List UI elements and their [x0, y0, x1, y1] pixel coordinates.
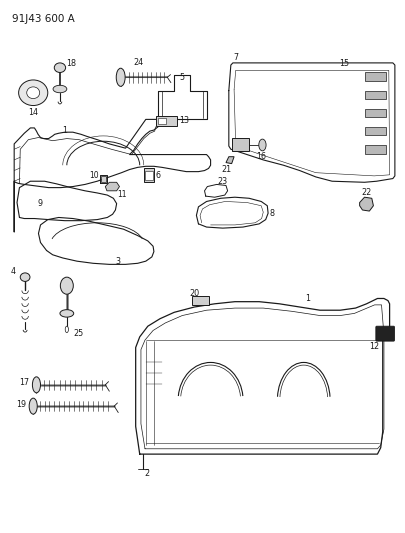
Text: 24: 24 — [134, 58, 144, 67]
Bar — [364, 91, 386, 99]
Text: 14: 14 — [28, 109, 38, 117]
Text: 4: 4 — [11, 268, 15, 276]
Bar — [364, 127, 386, 135]
Text: 12: 12 — [369, 342, 379, 351]
Text: 21: 21 — [221, 165, 231, 174]
Polygon shape — [360, 197, 373, 211]
Text: 2: 2 — [144, 469, 149, 478]
Text: 9: 9 — [38, 199, 43, 208]
Ellipse shape — [54, 63, 66, 72]
Text: 22: 22 — [361, 189, 371, 197]
Text: 23: 23 — [217, 177, 227, 185]
Text: 7: 7 — [233, 53, 238, 61]
Ellipse shape — [60, 310, 74, 317]
Ellipse shape — [32, 377, 40, 393]
Text: 18: 18 — [66, 59, 76, 68]
Text: 91J43 600 A: 91J43 600 A — [12, 14, 75, 25]
Text: 1: 1 — [62, 126, 67, 135]
Polygon shape — [226, 157, 234, 164]
Bar — [364, 145, 386, 154]
Ellipse shape — [53, 85, 67, 93]
Bar — [232, 138, 249, 151]
FancyBboxPatch shape — [376, 326, 394, 341]
Bar — [364, 109, 386, 117]
Bar — [145, 171, 153, 180]
Ellipse shape — [19, 80, 48, 106]
Bar — [364, 72, 386, 81]
Text: 5: 5 — [179, 74, 184, 82]
Text: 3: 3 — [115, 257, 120, 265]
Text: 10: 10 — [89, 172, 99, 180]
Ellipse shape — [65, 326, 68, 333]
Text: 13: 13 — [179, 116, 189, 125]
Ellipse shape — [27, 87, 40, 99]
Ellipse shape — [20, 273, 30, 281]
Bar — [156, 116, 177, 126]
Bar — [158, 118, 166, 124]
Ellipse shape — [259, 139, 266, 151]
Text: 16: 16 — [257, 152, 266, 161]
Bar — [192, 296, 209, 305]
Text: 8: 8 — [270, 209, 275, 217]
Bar — [144, 168, 154, 182]
Polygon shape — [105, 182, 119, 191]
Text: 17: 17 — [19, 378, 29, 387]
Ellipse shape — [116, 68, 125, 86]
Ellipse shape — [29, 398, 37, 414]
Text: 6: 6 — [156, 172, 160, 180]
Text: 15: 15 — [339, 60, 349, 68]
Text: 19: 19 — [16, 400, 26, 408]
Text: 25: 25 — [74, 329, 84, 338]
Bar — [101, 176, 106, 182]
Text: 11: 11 — [117, 190, 126, 199]
Text: 1: 1 — [305, 294, 310, 303]
Text: 20: 20 — [190, 289, 199, 297]
Circle shape — [60, 277, 73, 294]
